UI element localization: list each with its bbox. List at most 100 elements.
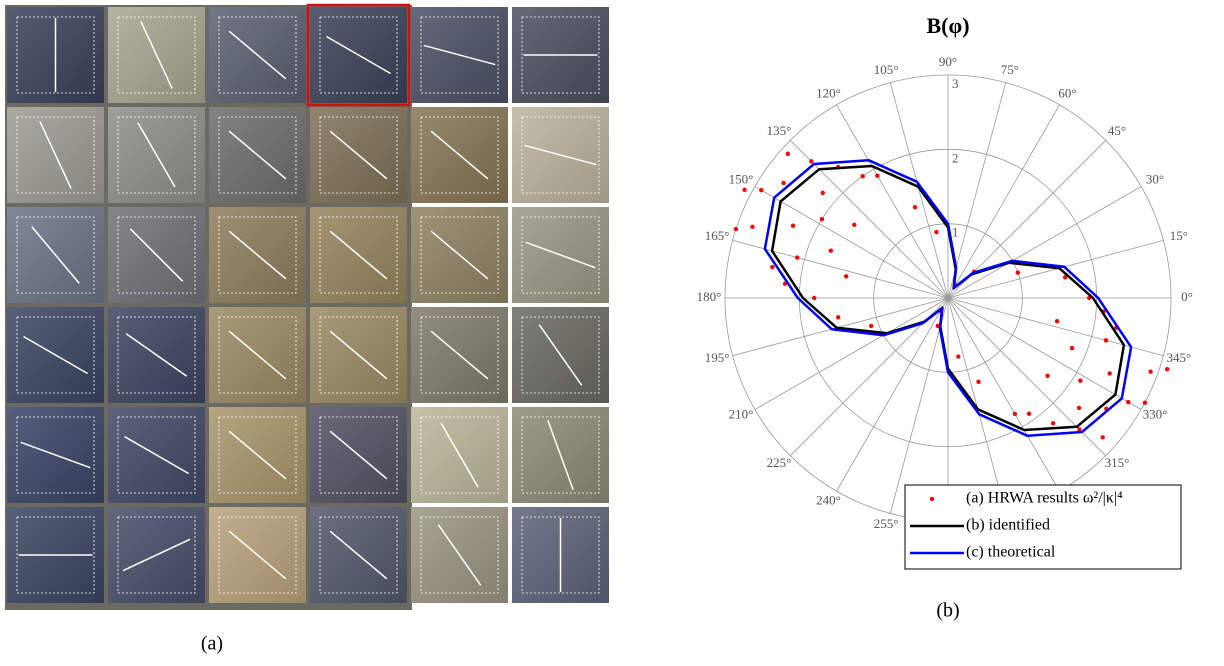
data-point [1050, 421, 1056, 426]
data-point [1126, 399, 1131, 405]
tile-frame [16, 116, 95, 194]
data-point [795, 255, 800, 260]
theta-tick-label: 165° [705, 228, 730, 243]
tile-frame [521, 316, 600, 394]
tile-frame [16, 416, 95, 494]
data-point [976, 379, 981, 385]
tile-frame [420, 316, 499, 394]
tile-frame [319, 116, 398, 194]
data-point [956, 354, 961, 359]
fiber-line [125, 333, 188, 377]
data-point [790, 223, 796, 228]
tile-frame [521, 516, 600, 594]
data-point [1142, 400, 1148, 405]
grid-spoke [947, 297, 1007, 514]
data-point [759, 188, 764, 193]
tile-frame [420, 216, 499, 294]
theta-tick-label: 195° [705, 350, 730, 365]
tile-frame [117, 416, 196, 494]
theta-tick-label: 330° [1143, 406, 1168, 421]
grid-spoke [947, 297, 1060, 492]
data-point [809, 159, 814, 164]
fiber-line [228, 330, 287, 380]
theta-tick-label: 90° [939, 54, 957, 69]
fiber-line [430, 130, 489, 180]
tile-frame [218, 116, 297, 194]
data-point [852, 222, 857, 227]
fiber-line [430, 230, 489, 280]
theta-tick-label: 120° [816, 85, 841, 100]
data-point [1045, 373, 1050, 378]
fiber-line [524, 144, 597, 166]
theta-tick-label: 0° [1181, 289, 1193, 304]
tile-frame [16, 516, 95, 594]
tile-frame [16, 16, 95, 94]
tile-frame [117, 16, 196, 94]
fiber-line [31, 226, 80, 284]
data-point [1062, 275, 1068, 280]
data-point [1076, 405, 1082, 411]
theta-tick-label: 240° [816, 493, 841, 508]
legend-marker [929, 496, 935, 502]
data-point [835, 315, 841, 320]
fiber-line [329, 430, 388, 480]
data-point [819, 217, 825, 222]
tile-frame [521, 416, 600, 494]
tile-frame [218, 416, 297, 494]
fiber-line [228, 130, 287, 180]
theta-tick-label: 135° [767, 123, 792, 138]
data-point [750, 224, 755, 230]
fiber-line [326, 35, 391, 75]
data-point [1164, 367, 1170, 372]
grid-spoke [947, 104, 1060, 299]
highlight [306, 3, 411, 107]
fiber-line [228, 430, 287, 480]
data-point [785, 151, 791, 156]
caption: (a) [201, 633, 223, 655]
fiber-line [140, 21, 173, 89]
tile-frame [319, 416, 398, 494]
tile-frame [521, 116, 600, 194]
fiber-line [228, 530, 287, 580]
theta-tick-label: 150° [729, 171, 754, 186]
caption: (b) [936, 600, 959, 622]
polar-chart: 1230°15°30°45°60°75°90°105°120°135°150°1… [697, 54, 1193, 539]
data-point [781, 180, 786, 186]
grid-spoke [836, 297, 949, 492]
data-point [934, 229, 939, 235]
data-point [1054, 318, 1060, 324]
fiber-line [124, 435, 189, 475]
data-point [875, 173, 880, 178]
data-point [1100, 435, 1105, 440]
tile-frame [218, 316, 297, 394]
data-point [1107, 371, 1112, 376]
tile-frame [16, 216, 95, 294]
grid-spoke [947, 297, 1142, 410]
theta-tick-label: 30° [1146, 171, 1164, 186]
data-point [860, 174, 865, 179]
r-tick-label: 2 [952, 150, 959, 165]
fiber-line [122, 538, 191, 572]
r-tick-label: 3 [952, 76, 959, 91]
theta-tick-label: 210° [729, 406, 754, 421]
grid-spoke [754, 186, 949, 299]
tile-frame [521, 216, 600, 294]
fiber-line [430, 330, 489, 380]
grid-spoke [889, 82, 949, 299]
r-tick-label: 1 [952, 225, 959, 240]
grid-spoke [732, 239, 949, 299]
tile-frame [218, 516, 297, 594]
data-point [828, 248, 834, 253]
grid-spoke [947, 186, 1142, 299]
data-point [1012, 411, 1018, 417]
grid-spoke [836, 104, 949, 299]
tile-frame [319, 316, 398, 394]
specimen-photo [5, 3, 609, 610]
grid-spoke [790, 140, 949, 299]
grid-spoke [889, 297, 949, 514]
tile-frame [319, 216, 398, 294]
fiber-line [423, 44, 496, 66]
tile-frame [117, 216, 196, 294]
fiber-line [437, 524, 482, 586]
